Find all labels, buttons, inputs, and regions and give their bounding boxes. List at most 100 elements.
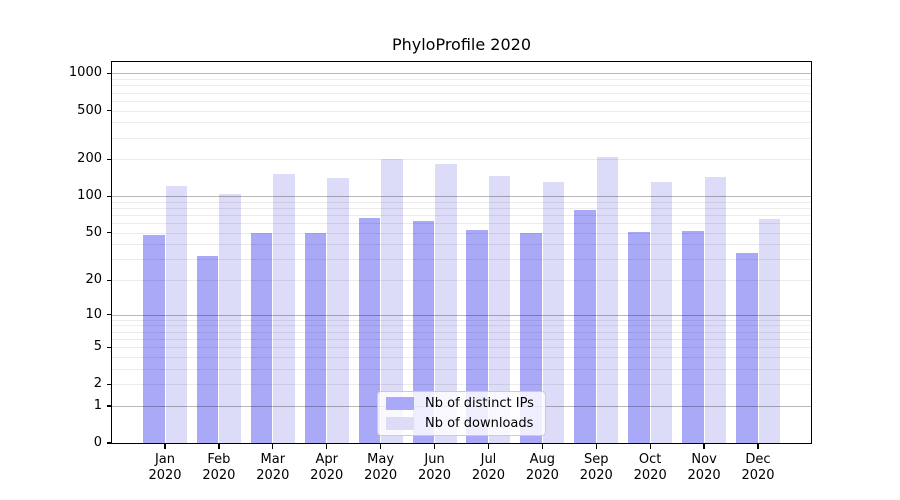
gridline-minor-500 bbox=[112, 110, 811, 112]
x-tick-label-oct: Oct 2020 bbox=[620, 452, 680, 483]
y-tick-mark-10 bbox=[106, 314, 112, 316]
x-tick-month: Feb bbox=[207, 452, 231, 467]
gridline-minor-6 bbox=[112, 338, 811, 340]
x-tick-month: Nov bbox=[691, 452, 717, 467]
x-tick-year: 2020 bbox=[256, 467, 290, 483]
legend-label-downloads: Nb of downloads bbox=[425, 416, 534, 431]
bar-distinct-ips-jul bbox=[466, 229, 488, 443]
bar-distinct-ips-apr bbox=[304, 232, 327, 443]
bar-downloads-mar bbox=[273, 173, 295, 443]
x-tick-mark-dec bbox=[757, 444, 759, 450]
bar-distinct-ips-dec bbox=[736, 252, 758, 443]
bar-downloads-nov bbox=[704, 177, 727, 443]
gridline-major-1000 bbox=[112, 73, 811, 75]
y-tick-mark-5 bbox=[106, 346, 112, 348]
bar-distinct-ips-mar bbox=[250, 232, 273, 443]
x-tick-mark-may bbox=[379, 444, 382, 450]
y-tick-mark-100 bbox=[106, 195, 112, 197]
bar-downloads-aug bbox=[542, 182, 565, 443]
bar-distinct-ips-jun bbox=[412, 221, 435, 443]
legend-label-distinct-ips: Nb of distinct IPs bbox=[425, 396, 534, 411]
gridline-minor-30 bbox=[112, 259, 811, 261]
y-tick-mark-0 bbox=[106, 442, 112, 444]
gridline-minor-2 bbox=[112, 384, 811, 386]
x-tick-label-jul: Jul 2020 bbox=[458, 452, 518, 483]
legend: Nb of distinct IPs Nb of downloads bbox=[377, 391, 546, 436]
x-tick-mark-mar bbox=[272, 444, 274, 450]
legend-item-downloads: Nb of downloads bbox=[386, 415, 537, 432]
x-tick-month: Jun bbox=[424, 452, 445, 467]
gridline-minor-300 bbox=[112, 137, 811, 139]
gridline-minor-3 bbox=[112, 368, 811, 370]
x-tick-label-sep: Sep 2020 bbox=[566, 452, 626, 483]
gridline-minor-40 bbox=[112, 244, 811, 246]
bar-distinct-ips-feb bbox=[196, 255, 219, 443]
x-tick-year: 2020 bbox=[202, 467, 236, 483]
gridline-minor-60 bbox=[112, 223, 811, 225]
gridline-minor-50 bbox=[112, 232, 811, 234]
y-tick-label-500: 500 bbox=[77, 102, 102, 118]
x-tick-label-jun: Jun 2020 bbox=[405, 452, 465, 483]
legend-item-distinct-ips: Nb of distinct IPs bbox=[386, 395, 537, 412]
bar-downloads-dec bbox=[758, 218, 780, 443]
gridline-minor-90 bbox=[112, 201, 811, 203]
bar-downloads-feb bbox=[219, 193, 241, 443]
gridline-major-100 bbox=[112, 196, 811, 198]
x-tick-label-jan: Jan 2020 bbox=[135, 452, 195, 483]
x-tick-year: 2020 bbox=[364, 467, 398, 483]
x-tick-label-apr: Apr 2020 bbox=[297, 452, 357, 483]
bar-downloads-may bbox=[381, 159, 403, 443]
bar-downloads-jan bbox=[165, 186, 187, 443]
gridline-minor-5 bbox=[112, 347, 811, 349]
x-tick-mark-feb bbox=[218, 444, 220, 450]
x-tick-year: 2020 bbox=[741, 467, 775, 483]
gridline-minor-900 bbox=[112, 79, 811, 81]
bar-distinct-ips-jan bbox=[143, 234, 165, 443]
x-tick-month: May bbox=[367, 452, 395, 467]
gridline-minor-7 bbox=[112, 331, 811, 333]
gridline-major-10 bbox=[112, 314, 811, 316]
y-tick-label-20: 20 bbox=[85, 272, 102, 288]
x-tick-month: Jan bbox=[154, 452, 176, 467]
x-tick-year: 2020 bbox=[471, 467, 505, 483]
y-tick-label-2: 2 bbox=[93, 376, 102, 392]
bar-distinct-ips-oct bbox=[628, 231, 650, 443]
legend-swatch-distinct-ips bbox=[386, 397, 414, 410]
x-tick-label-aug: Aug 2020 bbox=[512, 452, 572, 483]
x-tick-mark-jan bbox=[164, 444, 166, 450]
x-tick-month: Sep bbox=[584, 452, 609, 467]
x-tick-label-dec: Dec 2020 bbox=[728, 452, 788, 483]
y-tick-label-5: 5 bbox=[93, 339, 102, 355]
x-tick-mark-nov bbox=[703, 444, 705, 450]
bar-downloads-jul bbox=[488, 176, 511, 443]
gridline-minor-9 bbox=[112, 319, 811, 321]
bar-downloads-oct bbox=[650, 182, 673, 443]
gridline-minor-400 bbox=[112, 122, 811, 124]
x-tick-year: 2020 bbox=[417, 467, 452, 483]
x-tick-label-feb: Feb 2020 bbox=[189, 452, 249, 483]
bar-downloads-sep bbox=[596, 157, 619, 443]
gridline-minor-200 bbox=[112, 159, 811, 161]
y-tick-mark-20 bbox=[106, 279, 112, 281]
y-tick-mark-2 bbox=[106, 383, 112, 385]
bar-distinct-ips-may bbox=[358, 218, 381, 443]
y-tick-label-50: 50 bbox=[85, 224, 102, 240]
gridline-minor-70 bbox=[112, 215, 811, 217]
y-tick-label-0: 0 bbox=[93, 435, 102, 450]
x-tick-month: Apr bbox=[315, 452, 338, 467]
legend-swatch-downloads bbox=[386, 417, 414, 430]
gridline-minor-20 bbox=[112, 280, 811, 282]
bar-distinct-ips-sep bbox=[574, 209, 596, 443]
y-tick-label-10: 10 bbox=[85, 306, 102, 322]
x-tick-year: 2020 bbox=[310, 467, 344, 483]
gridline-minor-700 bbox=[112, 92, 811, 94]
gridline-minor-800 bbox=[112, 85, 811, 87]
y-tick-label-100: 100 bbox=[77, 188, 102, 204]
x-tick-label-mar: Mar 2020 bbox=[243, 452, 303, 483]
bar-downloads-apr bbox=[327, 178, 349, 443]
x-tick-mark-oct bbox=[649, 444, 651, 450]
x-tick-label-may: May 2020 bbox=[351, 452, 411, 483]
bar-downloads-jun bbox=[435, 163, 457, 443]
y-tick-mark-1 bbox=[106, 405, 112, 407]
